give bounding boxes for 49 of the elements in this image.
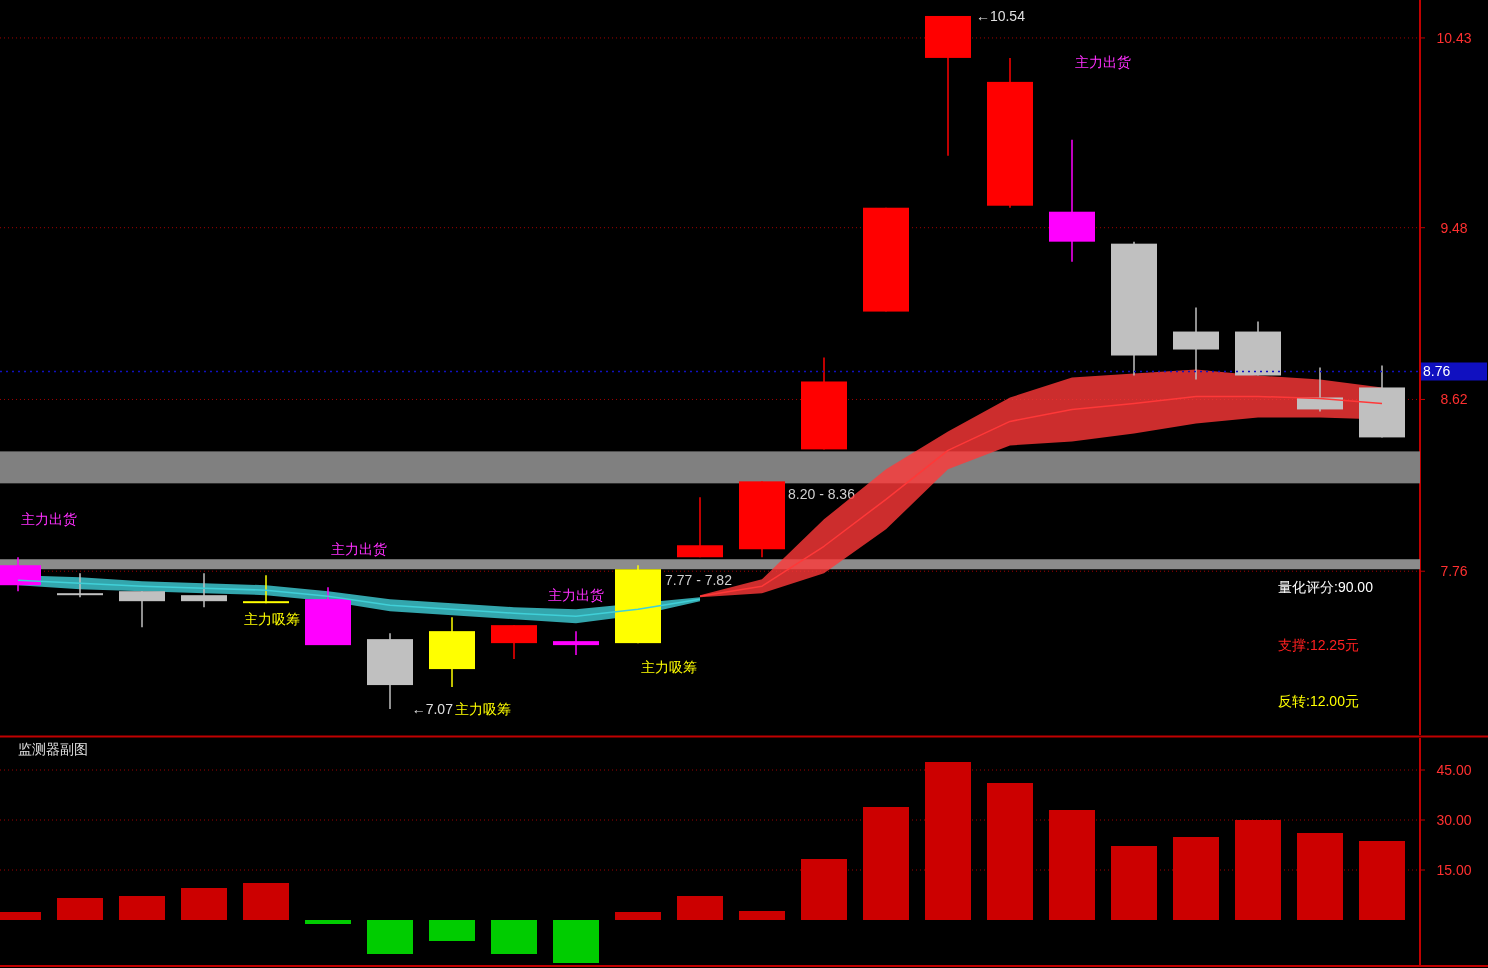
annotation: 支撑:12.25元	[1278, 637, 1359, 654]
annotation: 主力吸筹	[455, 701, 511, 718]
bar	[1359, 841, 1405, 920]
y-tick-label: 45.00	[1436, 762, 1472, 778]
bar	[1235, 820, 1281, 920]
bar	[491, 920, 537, 954]
y-tick-label: 7.76	[1440, 563, 1468, 580]
bar	[615, 912, 661, 920]
y-tick-label: 9.48	[1440, 219, 1468, 236]
bar	[1297, 833, 1343, 920]
bar	[1173, 837, 1219, 920]
annotation: 主力吸筹	[641, 659, 697, 676]
annotation: 主力吸筹	[244, 611, 301, 628]
candlestick	[181, 572, 227, 608]
bar	[119, 896, 165, 920]
bar	[925, 762, 971, 920]
candlestick	[57, 572, 103, 598]
annotation: 量化评分:90.00	[1278, 579, 1374, 596]
annotation: ←10.54	[975, 7, 1026, 24]
y-tick-label: 15.00	[1436, 862, 1472, 878]
bar	[367, 920, 413, 954]
bar	[181, 888, 227, 920]
annotation: 主力出货	[548, 587, 604, 604]
annotation: 反转:12.00元	[1278, 693, 1359, 710]
candlestick	[243, 574, 289, 604]
annotation: ←7.07	[411, 701, 454, 718]
bar	[739, 911, 785, 920]
bar	[1049, 810, 1095, 920]
y-tick-label: 10.43	[1436, 29, 1472, 46]
y-tick-label: 30.00	[1436, 812, 1472, 828]
bar	[1111, 846, 1157, 920]
bar	[677, 896, 723, 920]
bar	[57, 898, 103, 920]
bar	[553, 920, 599, 963]
bar	[863, 807, 909, 920]
bar	[305, 920, 351, 924]
bar	[243, 883, 289, 920]
y-tick-label: 8.62	[1440, 391, 1468, 408]
annotation: 主力出货	[21, 511, 77, 528]
candlestick	[553, 630, 599, 656]
bar	[801, 859, 847, 920]
ref-line-label: 8.76	[1423, 363, 1451, 380]
band-label: 8.20 - 8.36	[788, 486, 856, 503]
bar	[987, 783, 1033, 920]
chart-title: 监测器副图	[18, 741, 88, 757]
bar	[429, 920, 475, 941]
annotation: 主力出货	[1075, 53, 1131, 70]
band-label: 7.77 - 7.82	[665, 572, 733, 589]
annotation: 主力出货	[331, 541, 387, 558]
